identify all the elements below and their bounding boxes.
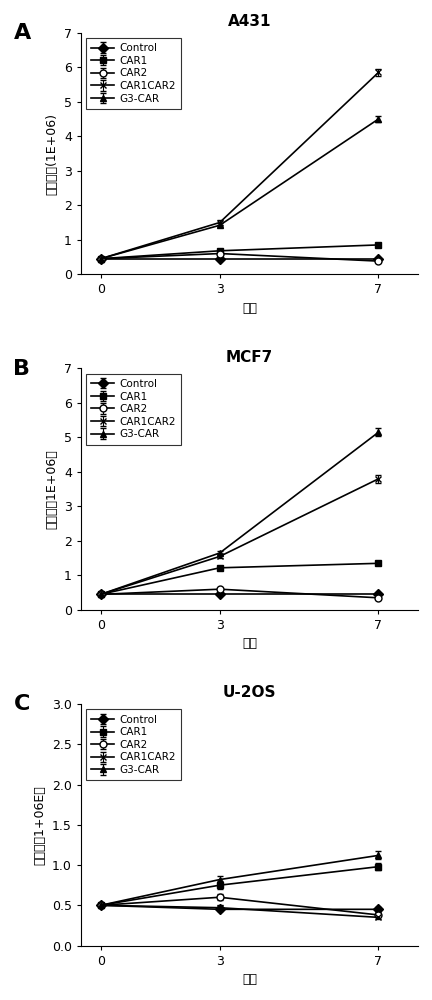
Legend: Control, CAR1, CAR2, CAR1CAR2, G3-CAR: Control, CAR1, CAR2, CAR1CAR2, G3-CAR [86,374,181,445]
Legend: Control, CAR1, CAR2, CAR1CAR2, G3-CAR: Control, CAR1, CAR2, CAR1CAR2, G3-CAR [86,38,181,109]
X-axis label: 天数: 天数 [242,637,257,650]
Title: U-2OS: U-2OS [223,685,276,700]
Y-axis label: 细胞数（1E+06）: 细胞数（1E+06） [45,449,58,529]
Y-axis label: 细胞数（1+06E）: 细胞数（1+06E） [33,785,46,865]
Title: A431: A431 [228,14,271,29]
X-axis label: 天数: 天数 [242,973,257,986]
Text: A: A [13,23,31,43]
Legend: Control, CAR1, CAR2, CAR1CAR2, G3-CAR: Control, CAR1, CAR2, CAR1CAR2, G3-CAR [86,709,181,780]
X-axis label: 天数: 天数 [242,302,257,315]
Text: C: C [13,694,30,714]
Title: MCF7: MCF7 [226,350,273,365]
Y-axis label: 细胞数目(1E+06): 细胞数目(1E+06) [45,113,58,195]
Text: B: B [13,359,30,379]
